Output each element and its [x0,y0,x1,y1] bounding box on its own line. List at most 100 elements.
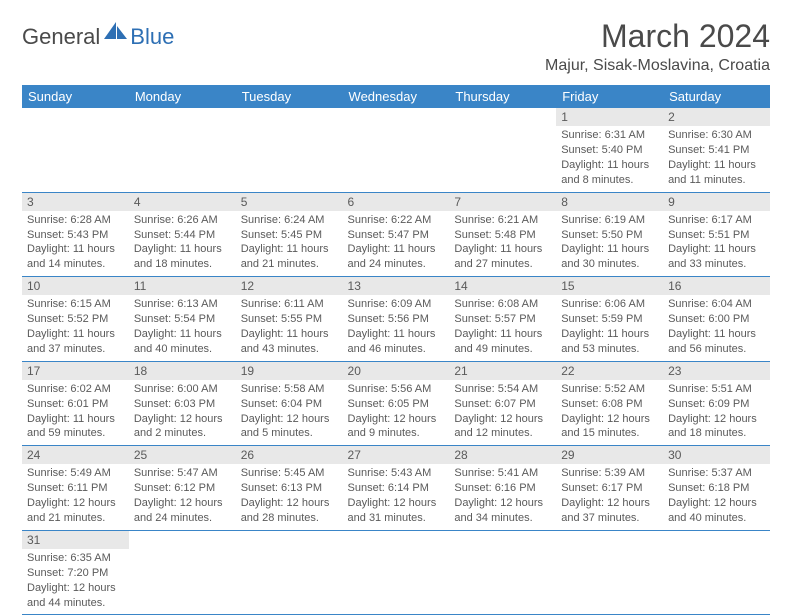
daylight-text: Daylight: 11 hours and 11 minutes. [668,158,765,188]
daylight-text: Daylight: 12 hours and 15 minutes. [561,412,658,442]
day-details: Sunrise: 5:56 AMSunset: 6:05 PMDaylight:… [343,380,450,445]
daylight-text: Daylight: 11 hours and 53 minutes. [561,327,658,357]
calendar-cell [449,108,556,192]
calendar-cell [129,530,236,615]
sunrise-text: Sunrise: 6:17 AM [668,213,765,228]
calendar-week: 24Sunrise: 5:49 AMSunset: 6:11 PMDayligh… [22,446,770,531]
sunset-text: Sunset: 5:41 PM [668,143,765,158]
sunrise-text: Sunrise: 5:43 AM [348,466,445,481]
calendar-cell: 31Sunrise: 6:35 AMSunset: 7:20 PMDayligh… [22,530,129,615]
day-number: 13 [343,277,450,295]
day-number: 29 [556,446,663,464]
sunset-text: Sunset: 5:56 PM [348,312,445,327]
day-number: 15 [556,277,663,295]
sunset-text: Sunset: 5:47 PM [348,228,445,243]
day-number: 17 [22,362,129,380]
empty-cell [449,531,556,587]
sunrise-text: Sunrise: 5:45 AM [241,466,338,481]
sunrise-text: Sunrise: 6:22 AM [348,213,445,228]
sunset-text: Sunset: 5:59 PM [561,312,658,327]
calendar-cell: 15Sunrise: 6:06 AMSunset: 5:59 PMDayligh… [556,277,663,362]
day-details: Sunrise: 5:37 AMSunset: 6:18 PMDaylight:… [663,464,770,529]
calendar-cell: 14Sunrise: 6:08 AMSunset: 5:57 PMDayligh… [449,277,556,362]
calendar-cell: 19Sunrise: 5:58 AMSunset: 6:04 PMDayligh… [236,361,343,446]
calendar-cell: 29Sunrise: 5:39 AMSunset: 6:17 PMDayligh… [556,446,663,531]
sunset-text: Sunset: 6:04 PM [241,397,338,412]
day-details: Sunrise: 6:13 AMSunset: 5:54 PMDaylight:… [129,295,236,360]
calendar-cell: 2Sunrise: 6:30 AMSunset: 5:41 PMDaylight… [663,108,770,192]
col-tuesday: Tuesday [236,85,343,108]
sunrise-text: Sunrise: 6:15 AM [27,297,124,312]
day-number: 26 [236,446,343,464]
sunrise-text: Sunrise: 6:35 AM [27,551,124,566]
col-thursday: Thursday [449,85,556,108]
sunset-text: Sunset: 6:05 PM [348,397,445,412]
daylight-text: Daylight: 12 hours and 34 minutes. [454,496,551,526]
location-subtitle: Majur, Sisak-Moslavina, Croatia [545,57,770,75]
day-number: 16 [663,277,770,295]
empty-cell [343,531,450,587]
calendar-table: Sunday Monday Tuesday Wednesday Thursday… [22,85,770,615]
calendar-cell: 5Sunrise: 6:24 AMSunset: 5:45 PMDaylight… [236,192,343,277]
calendar-cell: 26 Sunrise: 5:45 AMSunset: 6:13 PMDayligh… [236,446,343,531]
sunrise-text: Sunrise: 6:19 AM [561,213,658,228]
day-details: Sunrise: 5:58 AMSunset: 6:04 PMDaylight:… [236,380,343,445]
empty-cell [236,531,343,587]
day-number: 9 [663,193,770,211]
day-details: Sunrise: 5:52 AMSunset: 6:08 PMDaylight:… [556,380,663,445]
day-details: Sunrise: 6:09 AMSunset: 5:56 PMDaylight:… [343,295,450,360]
sunset-text: Sunset: 6:13 PM [241,481,338,496]
daylight-text: Daylight: 11 hours and 24 minutes. [348,242,445,272]
calendar-cell: 1Sunrise: 6:31 AMSunset: 5:40 PMDaylight… [556,108,663,192]
daylight-text: Daylight: 11 hours and 40 minutes. [134,327,231,357]
col-saturday: Saturday [663,85,770,108]
day-details: Sunrise: 6:06 AMSunset: 5:59 PMDaylight:… [556,295,663,360]
day-details: Sunrise: 6:30 AMSunset: 5:41 PMDaylight:… [663,126,770,191]
page-title: March 2024 [545,18,770,55]
sunset-text: Sunset: 6:09 PM [668,397,765,412]
sunrise-text: Sunrise: 6:26 AM [134,213,231,228]
calendar-cell: 18Sunrise: 6:00 AMSunset: 6:03 PMDayligh… [129,361,236,446]
sunrise-text: Sunrise: 5:54 AM [454,382,551,397]
empty-cell [22,108,129,164]
calendar-cell: 4Sunrise: 6:26 AMSunset: 5:44 PMDaylight… [129,192,236,277]
day-number: 5 [236,193,343,211]
calendar-cell [343,530,450,615]
col-monday: Monday [129,85,236,108]
sunrise-text: Sunrise: 6:04 AM [668,297,765,312]
calendar-cell: 23Sunrise: 5:51 AMSunset: 6:09 PMDayligh… [663,361,770,446]
sunset-text: Sunset: 6:00 PM [668,312,765,327]
day-details: Sunrise: 6:02 AMSunset: 6:01 PMDaylight:… [22,380,129,445]
day-number: 12 [236,277,343,295]
sunset-text: Sunset: 6:17 PM [561,481,658,496]
daylight-text: Daylight: 12 hours and 28 minutes. [241,496,338,526]
sunrise-text: Sunrise: 6:13 AM [134,297,231,312]
sunset-text: Sunset: 6:01 PM [27,397,124,412]
day-details: Sunrise: 5:54 AMSunset: 6:07 PMDaylight:… [449,380,556,445]
sunrise-text: Sunrise: 5:37 AM [668,466,765,481]
day-number: 14 [449,277,556,295]
day-number: 23 [663,362,770,380]
day-details: Sunrise: 6:28 AMSunset: 5:43 PMDaylight:… [22,211,129,276]
day-details: Sunrise: 6:15 AMSunset: 5:52 PMDaylight:… [22,295,129,360]
daylight-text: Daylight: 12 hours and 12 minutes. [454,412,551,442]
calendar-cell: 16Sunrise: 6:04 AMSunset: 6:00 PMDayligh… [663,277,770,362]
sunset-text: Sunset: 5:40 PM [561,143,658,158]
day-number: 10 [22,277,129,295]
day-details: Sunrise: 6:21 AMSunset: 5:48 PMDaylight:… [449,211,556,276]
sunrise-text: Sunrise: 5:47 AM [134,466,231,481]
day-details: Sunrise: 6:31 AMSunset: 5:40 PMDaylight:… [556,126,663,191]
calendar-cell: 11Sunrise: 6:13 AMSunset: 5:54 PMDayligh… [129,277,236,362]
sunset-text: Sunset: 6:03 PM [134,397,231,412]
col-wednesday: Wednesday [343,85,450,108]
day-details: Sunrise: 6:08 AMSunset: 5:57 PMDaylight:… [449,295,556,360]
day-details: Sunrise: 6:35 AMSunset: 7:20 PMDaylight:… [22,549,129,614]
day-number: 3 [22,193,129,211]
empty-cell [343,108,450,164]
sunset-text: Sunset: 5:52 PM [27,312,124,327]
day-details: Sunrise: 6:11 AMSunset: 5:55 PMDaylight:… [236,295,343,360]
empty-cell [129,531,236,587]
sunset-text: Sunset: 5:57 PM [454,312,551,327]
sunset-text: Sunset: 5:50 PM [561,228,658,243]
day-number: 6 [343,193,450,211]
